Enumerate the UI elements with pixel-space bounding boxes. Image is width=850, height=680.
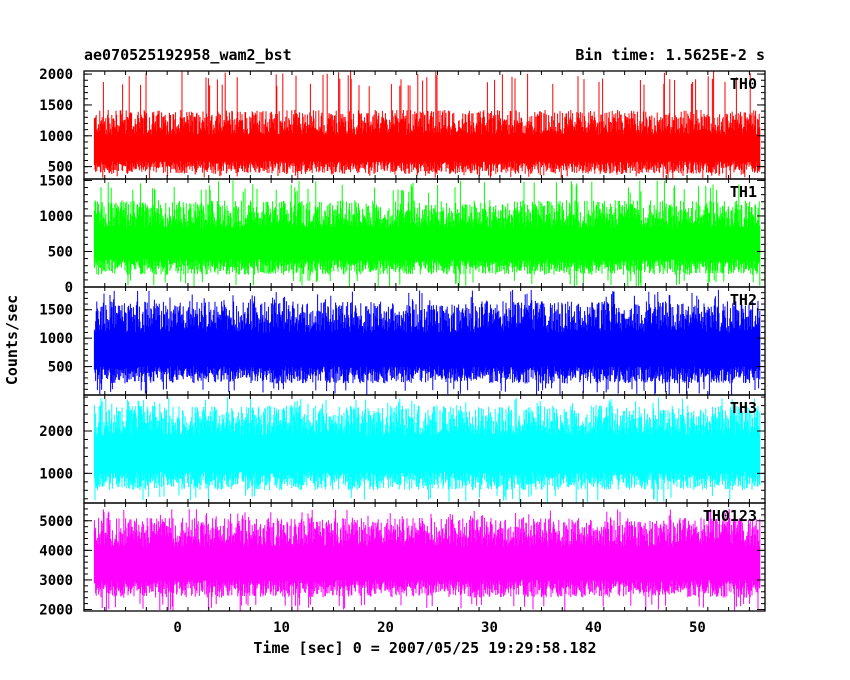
y-tick-label: 500 [48, 244, 73, 260]
series-th1 [93, 180, 761, 287]
panel-name-label: TH0123 [703, 507, 757, 525]
panels-group: 500 1000 1500 2000 TH0 0 500 1000 1500 TH1 500 1000… [39, 67, 766, 619]
y-tick-label: 2000 [39, 603, 73, 619]
x-tick-label: 10 [273, 620, 290, 636]
panel-th2: 500 1000 1500 TH2 [39, 286, 766, 396]
y-tick-label: 1000 [39, 466, 73, 482]
chart-title-right: Bin time: 1.5625E-2 s [575, 46, 765, 64]
y-axis-label: Counts/sec [3, 295, 21, 385]
y-tick-label: 2000 [39, 424, 73, 440]
x-tick-label: 30 [481, 620, 498, 636]
x-axis-label: Time [sec] 0 = 2007/05/25 19:29:58.182 [253, 639, 596, 657]
x-tick-label: 50 [689, 620, 706, 636]
y-tick-label: 500 [48, 160, 73, 176]
chart-title-left: ae070525192958_wam2_bst [84, 46, 292, 64]
series-th3 [93, 397, 761, 503]
y-tick-label: 4000 [39, 543, 73, 559]
panel-name-label: TH2 [730, 291, 757, 309]
x-tick-label: 0 [173, 620, 181, 636]
series-th0123 [93, 508, 761, 611]
y-tick-label: 0 [65, 280, 73, 296]
y-tick-label: 500 [48, 360, 73, 376]
panel-th0: 500 1000 1500 2000 TH0 [39, 67, 766, 180]
panel-th0123: 2000 3000 4000 5000 TH0123 [39, 502, 766, 619]
y-tick-label: 1000 [39, 209, 73, 225]
x-tick-labels: 0 10 20 30 40 50 [173, 620, 705, 636]
y-tick-label: 5000 [39, 514, 73, 530]
series-th0 [93, 71, 761, 179]
panel-th3: 1000 2000 TH3 [39, 394, 766, 504]
panel-name-label: TH3 [730, 399, 757, 417]
series-th2 [93, 289, 761, 395]
y-tick-label: 2000 [39, 67, 73, 83]
x-tick-label: 20 [377, 620, 394, 636]
panel-frame [83, 502, 766, 612]
y-tick-label: 1000 [39, 331, 73, 347]
panel-name-label: TH1 [730, 183, 757, 201]
y-tick-label: 1000 [39, 129, 73, 145]
y-tick-label: 1500 [39, 303, 73, 319]
x-tick-label: 40 [585, 620, 602, 636]
panel-name-label: TH0 [730, 75, 757, 93]
y-tick-label: 3000 [39, 573, 73, 589]
panel-th1: 0 500 1000 1500 TH1 [39, 173, 766, 296]
y-tick-label: 1500 [39, 98, 73, 114]
y-tick-label: 1500 [39, 173, 73, 189]
